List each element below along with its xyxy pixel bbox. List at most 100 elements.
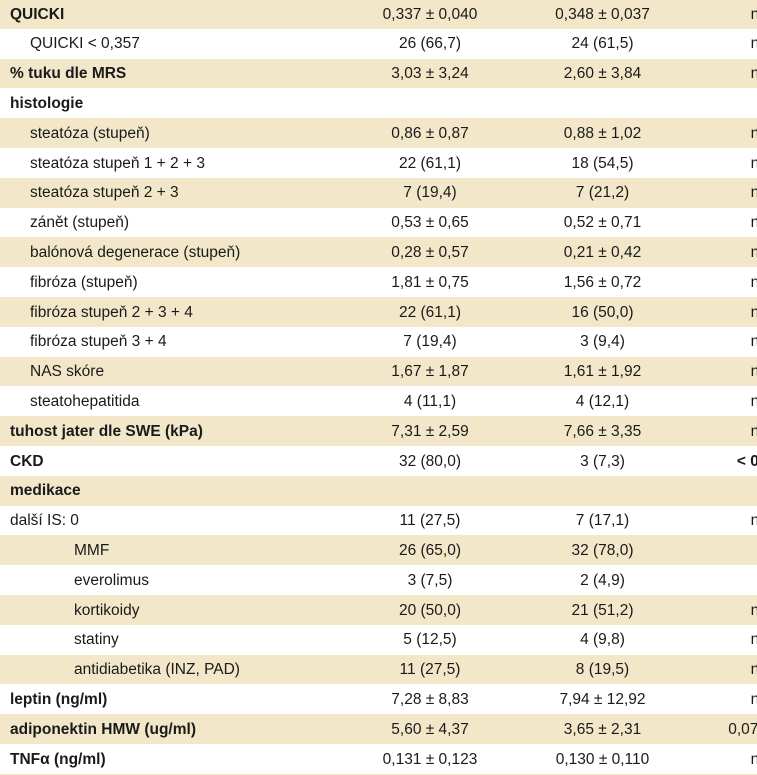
group1-value-text: 5 (12,5) [403, 631, 457, 649]
table-row: histologie [0, 88, 757, 120]
table-row: steatóza stupeň 2 + 3 7 (19,4) 7 (21,2)ns [0, 178, 757, 209]
row-label: % tuku dle MRS [0, 59, 310, 90]
group1-value: 0,337 ± 0,040 [310, 0, 510, 30]
group1-value-text: 0,86 ± 0,87 [391, 124, 469, 142]
group1-value-text: 0,131 ± 0,123 [382, 750, 478, 768]
group2-value [510, 88, 695, 120]
group1-value-text: 22 (61,1) [398, 154, 462, 172]
p-value: < 0,001 [695, 446, 757, 477]
group2-value [510, 476, 695, 507]
group1-value-text: 5,60 ± 4,37 [391, 720, 469, 738]
group1-value [310, 88, 510, 120]
row-label: steatóza stupeň 2 + 3 [0, 178, 310, 209]
group1-value-text: 0,53 ± 0,65 [391, 214, 469, 232]
group2-value: 7 (21,2) [510, 178, 695, 209]
group1-value-text: 7,28 ± 8,83 [391, 690, 469, 708]
group1-value: 7 (19,4) [310, 178, 510, 209]
group1-value-text: 1,67 ± 1,87 [391, 363, 469, 381]
p-value [695, 535, 757, 567]
group1-value-text: 26 (66,7) [398, 35, 462, 53]
group2-value: 2 (4,9) [510, 565, 695, 596]
group2-value: 4 (9,8) [510, 625, 695, 656]
row-label: QUICKI < 0,357 [0, 29, 310, 60]
group1-value [310, 476, 510, 507]
group2-value: 1,56 ± 0,72 [510, 267, 695, 298]
table-row: steatóza (stupeň) 0,86 ± 0,87 0,88 ± 1,02 n… [0, 118, 757, 149]
row-label: fibróza (stupeň) [0, 267, 310, 298]
group1-value: 4 (11,1) [310, 386, 510, 418]
p-value: ns [695, 327, 757, 358]
group2-value: 7 (17,1) [510, 506, 695, 537]
table-row: everolimus 3 (7,5) 2 (4,9) [0, 565, 757, 596]
group1-value: 3 (7,5) [310, 565, 510, 596]
group2-value: 24 (61,5) [510, 29, 695, 60]
row-label: fibróza stupeň 3 + 4 [0, 327, 310, 358]
group1-value: 5 (12,5) [310, 625, 510, 656]
group2-value: 18 (54,5) [510, 148, 695, 179]
row-label: kortikoidy [0, 595, 310, 626]
row-label: medikace [0, 476, 310, 507]
table-row: % tuku dle MRS 3,03 ± 3,24 2,60 ± 3,84ns [0, 59, 757, 90]
p-value: ns [695, 0, 757, 30]
row-label: NAS skóre [0, 357, 310, 388]
p-value: ns [695, 386, 757, 418]
group1-value: 7,31 ± 2,59 [310, 416, 510, 447]
table-row: antidiabetika (INZ, PAD) 11 (27,5) 8 (19,5… [0, 655, 757, 686]
row-label: balónová degenerace (stupeň) [0, 237, 310, 269]
group1-value-text: 1,81 ± 0,75 [391, 273, 469, 291]
group1-value: 0,28 ± 0,57 [310, 237, 510, 269]
group2-value: 8 (19,5) [510, 655, 695, 686]
table-row: balónová degenerace (stupeň) 0,28 ± 0,57 0… [0, 237, 757, 269]
row-label: další IS: 0 [0, 506, 310, 537]
table-row: steatohepatitida 4 (11,1) 4 (12,1)ns [0, 386, 757, 418]
table-row: MMF 26 (65,0) 32 (78,0) [0, 535, 757, 567]
p-value: ns [695, 59, 757, 90]
row-label: steatóza (stupeň) [0, 118, 310, 149]
group1-value: 1,81 ± 0,75 [310, 267, 510, 298]
row-label: zánět (stupeň) [0, 208, 310, 239]
row-label: fibróza stupeň 2 + 3 + 4 [0, 297, 310, 328]
group1-value-text: 0,337 ± 0,040 [382, 5, 478, 23]
group1-value-text: 4 (11,1) [403, 393, 457, 410]
p-value: ns [695, 118, 757, 149]
group1-value-text: 0,28 ± 0,57 [391, 244, 469, 262]
group2-value: 3,65 ± 2,31 [510, 714, 695, 745]
group2-value: 3 (9,4) [510, 327, 695, 358]
table-row: medikace [0, 476, 757, 507]
table-row: adiponektin HMW (ug/ml) 5,60 ± 4,37 3,65 ±… [0, 714, 757, 745]
group2-value: 3 (7,3) [510, 446, 695, 477]
group1-value-text: 11 (27,5) [399, 661, 461, 679]
group1-value: 0,86 ± 0,87 [310, 118, 510, 149]
group1-value-text: 3 (7,5) [407, 571, 453, 589]
p-value: ns [695, 237, 757, 269]
table-row: steatóza stupeň 1 + 2 + 3 22 (61,1) 18 (54… [0, 148, 757, 179]
group1-value: 11 (27,5) [310, 506, 510, 537]
table-row: CKD 32 (80,0) 3 (7,3)< 0,001 [0, 446, 757, 477]
group1-value-text: 7 (19,4) [403, 333, 457, 351]
p-value: ns [695, 267, 757, 298]
group1-value-text: 7,31 ± 2,59 [391, 422, 469, 440]
p-value [695, 476, 757, 507]
group2-value: 0,21 ± 0,42 [510, 237, 695, 269]
p-value: ns [695, 595, 757, 626]
table-row: QUICKI 0,337 ± 0,040 0,348 ± 0,037ns [0, 0, 757, 30]
p-value: ns [695, 655, 757, 686]
row-label: CKD [0, 446, 310, 477]
table-row: TNFα (ng/ml) 0,131 ± 0,123 0,130 ± 0,110ns [0, 744, 757, 775]
group1-value-text: 11 (27,5) [399, 512, 461, 530]
p-value: ns [695, 506, 757, 537]
group1-value: 1,67 ± 1,87 [310, 357, 510, 388]
group1-value: 0,53 ± 0,65 [310, 208, 510, 239]
group1-value-text: 20 (50,0) [398, 601, 462, 619]
row-label: TNFα (ng/ml) [0, 744, 310, 775]
group1-value: 0,131 ± 0,123 [310, 744, 510, 775]
group1-value: 5,60 ± 4,37 [310, 714, 510, 745]
table-row: fibróza stupeň 2 + 3 + 4 22 (61,1) 16 (50,… [0, 297, 757, 328]
group2-value: 32 (78,0) [510, 535, 695, 567]
group1-value: 26 (65,0) [310, 535, 510, 567]
p-value: ns [695, 744, 757, 775]
group2-value: 21 (51,2) [510, 595, 695, 626]
